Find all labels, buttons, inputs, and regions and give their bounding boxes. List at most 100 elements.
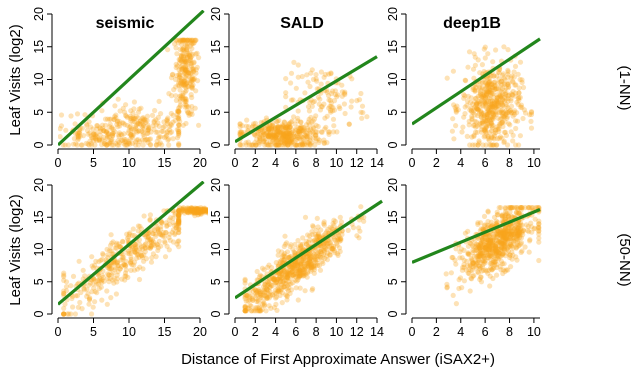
- data-point: [265, 142, 271, 148]
- data-point: [332, 218, 338, 225]
- data-point: [485, 98, 492, 104]
- data-point: [176, 128, 182, 134]
- data-point: [513, 93, 519, 99]
- data-point: [126, 231, 132, 237]
- data-point: [285, 272, 292, 278]
- data-point: [121, 131, 127, 137]
- data-point: [261, 131, 267, 137]
- data-point: [511, 231, 517, 237]
- data-point: [293, 142, 299, 148]
- data-point: [496, 128, 502, 135]
- data-point: [306, 256, 312, 262]
- data-point: [110, 239, 116, 245]
- data-point: [266, 262, 272, 268]
- data-point: [158, 134, 164, 140]
- data-point: [290, 246, 296, 252]
- data-point: [200, 207, 207, 213]
- data-point: [194, 50, 200, 57]
- data-point: [112, 129, 118, 135]
- data-point: [155, 225, 161, 231]
- data-point: [193, 209, 199, 215]
- data-point: [288, 142, 294, 148]
- data-point: [147, 245, 153, 251]
- data-point: [132, 249, 138, 255]
- data-point: [288, 139, 295, 145]
- x-tick-label: 6: [292, 325, 299, 339]
- data-point: [496, 76, 502, 82]
- data-point: [98, 126, 104, 132]
- data-point: [487, 237, 493, 243]
- data-point: [290, 272, 296, 278]
- data-point: [143, 241, 149, 247]
- data-point: [288, 267, 294, 273]
- data-point: [327, 240, 333, 246]
- data-point: [113, 140, 119, 146]
- data-point: [252, 287, 258, 293]
- data-point: [487, 81, 493, 87]
- data-point: [255, 299, 261, 305]
- data-point: [361, 218, 367, 224]
- data-point: [462, 111, 468, 117]
- data-point: [471, 272, 477, 278]
- data-point: [189, 70, 195, 76]
- data-point: [480, 253, 487, 259]
- data-point: [101, 134, 107, 140]
- data-point: [292, 251, 298, 257]
- data-point: [174, 111, 180, 118]
- data-point: [242, 308, 248, 314]
- data-point: [182, 74, 188, 80]
- data-point: [492, 245, 498, 251]
- data-point: [273, 134, 279, 140]
- data-point: [165, 119, 171, 125]
- data-point: [489, 82, 495, 88]
- data-point: [250, 123, 256, 129]
- data-point: [472, 112, 478, 118]
- data-point: [193, 208, 199, 214]
- data-point: [451, 102, 457, 108]
- data-point: [486, 80, 492, 86]
- data-point: [146, 229, 152, 235]
- data-point: [466, 118, 472, 124]
- data-point: [297, 262, 303, 268]
- data-point: [257, 131, 263, 137]
- data-point: [105, 134, 111, 140]
- data-point: [132, 241, 138, 248]
- data-point: [173, 222, 180, 228]
- data-point: [459, 129, 465, 135]
- data-point: [279, 272, 285, 278]
- data-point: [158, 243, 164, 249]
- data-point: [75, 304, 81, 310]
- data-point: [257, 290, 263, 296]
- data-point: [245, 298, 251, 304]
- data-point: [305, 130, 311, 136]
- data-point: [307, 253, 313, 259]
- data-point: [505, 231, 511, 237]
- data-point: [502, 216, 508, 222]
- data-point: [186, 70, 192, 76]
- data-point: [273, 129, 279, 135]
- data-point: [271, 133, 277, 139]
- data-point: [477, 84, 483, 90]
- data-point: [334, 129, 340, 135]
- data-point: [507, 222, 513, 229]
- data-point: [242, 308, 248, 314]
- data-point: [469, 117, 475, 123]
- data-point: [487, 103, 494, 110]
- data-point: [312, 255, 318, 261]
- data-point: [310, 135, 316, 141]
- data-point: [457, 255, 463, 261]
- data-point: [114, 119, 121, 125]
- data-point: [477, 70, 483, 76]
- data-point: [337, 105, 343, 112]
- data-point: [497, 121, 503, 127]
- data-point: [271, 277, 277, 283]
- data-point: [128, 132, 134, 138]
- data-point: [105, 254, 111, 260]
- data-point: [124, 122, 131, 129]
- data-point: [498, 92, 504, 98]
- data-point: [310, 118, 316, 124]
- data-point: [516, 223, 523, 230]
- data-point: [189, 37, 195, 43]
- data-point: [303, 254, 309, 260]
- data-point: [469, 115, 475, 122]
